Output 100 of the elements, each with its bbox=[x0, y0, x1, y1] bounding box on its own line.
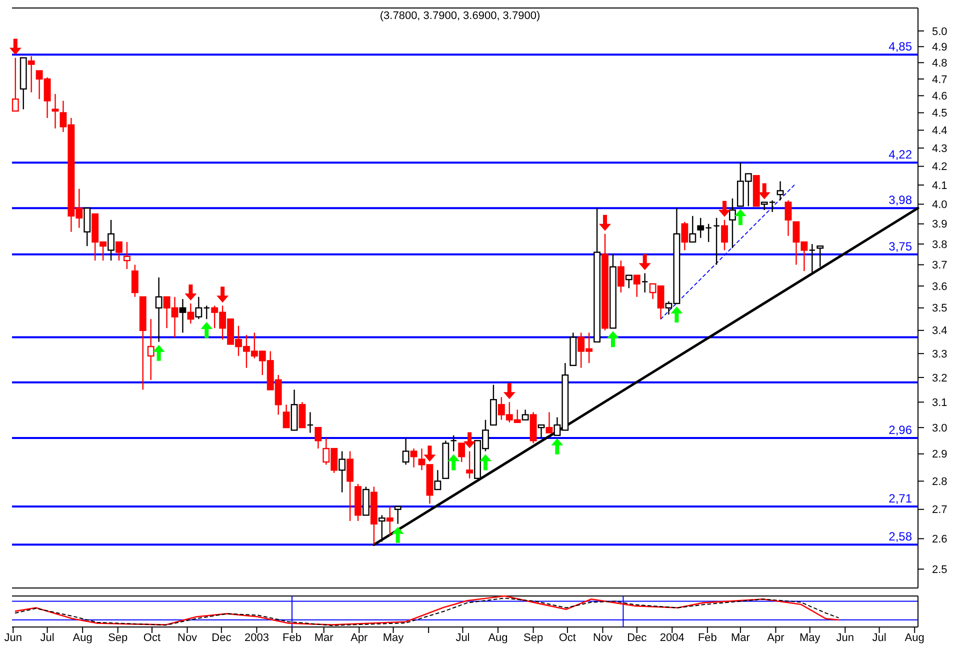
ref-line-label: 2,96 bbox=[888, 423, 912, 437]
candlestick bbox=[808, 243, 816, 274]
y-tick-label: 4.5 bbox=[932, 108, 948, 120]
candlestick bbox=[410, 448, 418, 468]
candlestick bbox=[394, 506, 402, 524]
candlestick bbox=[147, 318, 154, 380]
x-tick-label: Jun bbox=[4, 632, 22, 644]
ref-line-label: 2,58 bbox=[888, 530, 912, 544]
candlestick bbox=[522, 409, 529, 420]
candlestick bbox=[378, 514, 386, 542]
candlestick bbox=[776, 180, 784, 201]
candlestick bbox=[729, 198, 736, 249]
x-tick-label: Mar bbox=[314, 632, 334, 644]
candlestick bbox=[681, 221, 688, 251]
y-tick-label: 4.6 bbox=[932, 90, 948, 103]
candlestick bbox=[689, 215, 696, 243]
y-tick-label: 4.8 bbox=[932, 57, 948, 70]
candlestick bbox=[12, 57, 19, 112]
candlestick bbox=[346, 450, 354, 522]
y-tick-label: 2.9 bbox=[932, 448, 948, 461]
y-tick-label: 3.2 bbox=[932, 372, 948, 384]
candlestick bbox=[338, 450, 346, 493]
candlestick bbox=[314, 426, 322, 450]
candlestick bbox=[402, 437, 410, 466]
y-tick-label: 2.7 bbox=[932, 504, 948, 516]
x-tick-label: 2003 bbox=[244, 632, 269, 644]
candlestick bbox=[721, 219, 728, 251]
y-tick-label: 4.7 bbox=[932, 74, 948, 86]
x-tick-label: Nov bbox=[178, 632, 198, 644]
y-tick-label: 3.4 bbox=[932, 325, 948, 338]
x-tick-label: Aug bbox=[488, 632, 508, 644]
x-tick-label: Mar bbox=[730, 632, 750, 644]
candlestick bbox=[155, 276, 162, 342]
candlestick bbox=[179, 298, 186, 334]
candlestick bbox=[116, 241, 122, 262]
candlestick bbox=[466, 450, 474, 479]
y-tick-label: 4.0 bbox=[932, 199, 948, 212]
y-tick-label: 2.8 bbox=[932, 476, 948, 488]
x-tick-label: Oct bbox=[143, 632, 161, 644]
x-tick-label: Sep bbox=[524, 632, 544, 644]
candlestick bbox=[434, 470, 442, 490]
x-tick-label: Apr bbox=[350, 632, 368, 644]
candlestick bbox=[386, 506, 394, 536]
chart-title: (3.7800, 3.7900, 3.6900, 3.7900) bbox=[380, 10, 540, 22]
candlestick bbox=[617, 260, 624, 294]
candlestick bbox=[52, 93, 59, 130]
candlestick bbox=[108, 219, 114, 262]
x-tick-label: Aug bbox=[904, 632, 924, 644]
x-tick-label: Apr bbox=[767, 632, 785, 644]
x-tick-label: Aug bbox=[72, 632, 92, 644]
x-tick-label: Jun bbox=[836, 632, 854, 644]
y-tick-label: 3.1 bbox=[932, 396, 948, 409]
x-tick-label: Jul bbox=[872, 632, 886, 644]
ref-line-label: 2,71 bbox=[888, 492, 912, 506]
x-tick-label: May bbox=[382, 632, 404, 644]
y-tick-label: 3.6 bbox=[932, 280, 948, 293]
y-tick-label: 4.3 bbox=[932, 142, 948, 155]
x-tick-label: Oct bbox=[558, 632, 576, 644]
x-tick-label: Jul bbox=[40, 632, 54, 644]
x-tick-label: Dec bbox=[212, 632, 232, 644]
candlestick bbox=[195, 296, 202, 320]
candlestick bbox=[298, 402, 306, 428]
x-tick-label: Feb bbox=[698, 632, 717, 644]
x-tick-label: May bbox=[799, 632, 821, 644]
y-tick-label: 4.2 bbox=[932, 161, 948, 174]
y-tick-label: 4.9 bbox=[932, 41, 948, 54]
x-tick-label: Nov bbox=[592, 632, 613, 644]
candlestick bbox=[123, 241, 130, 270]
candlestick bbox=[131, 264, 138, 298]
candlestick bbox=[28, 56, 35, 93]
y-tick-label: 4.1 bbox=[932, 180, 948, 192]
y-tick-label: 3.5 bbox=[932, 302, 948, 315]
y-tick-label: 3.7 bbox=[932, 260, 948, 272]
x-tick-label: Jul bbox=[456, 632, 470, 644]
x-tick-label: 2004 bbox=[660, 632, 684, 644]
candlestick bbox=[816, 245, 824, 268]
ref-line-label: 3,98 bbox=[888, 193, 912, 208]
candlestick bbox=[625, 274, 632, 289]
y-tick-label: 5.0 bbox=[932, 26, 948, 38]
ref-line-label: 4,85 bbox=[888, 40, 912, 54]
candlestick bbox=[458, 442, 466, 463]
candlestick bbox=[282, 404, 290, 428]
y-tick-label: 4.4 bbox=[932, 125, 948, 138]
candlestick bbox=[641, 272, 648, 294]
candlestick bbox=[633, 274, 640, 298]
y-tick-label: 2.5 bbox=[932, 564, 948, 576]
candlestick bbox=[84, 208, 91, 247]
candlestick bbox=[538, 424, 545, 439]
x-tick-label: Feb bbox=[282, 632, 302, 644]
candlestick bbox=[784, 200, 792, 237]
y-tick-label: 3.8 bbox=[932, 238, 948, 251]
ref-line-label: 4,22 bbox=[888, 148, 912, 162]
y-tick-label: 3.3 bbox=[932, 348, 948, 360]
ref-line-label: 3,75 bbox=[888, 239, 912, 254]
y-tick-label: 2.6 bbox=[932, 534, 948, 546]
candlestick bbox=[546, 412, 553, 434]
x-tick-label: Dec bbox=[627, 632, 648, 644]
candlestick bbox=[187, 302, 194, 324]
x-tick-label: Sep bbox=[108, 632, 128, 644]
y-tick-label: 3.0 bbox=[932, 422, 948, 434]
